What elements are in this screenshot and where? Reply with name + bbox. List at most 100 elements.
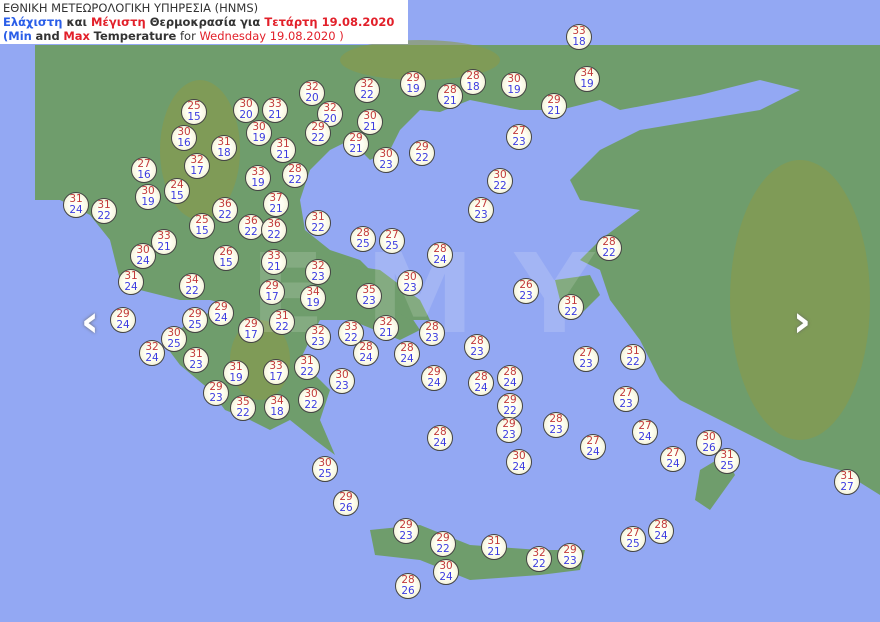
station-marker[interactable]: 24 15	[164, 178, 190, 204]
station-marker[interactable]: 32 17	[184, 153, 210, 179]
station-marker[interactable]: 31 19	[223, 360, 249, 386]
station-marker[interactable]: 29 26	[333, 490, 359, 516]
station-marker[interactable]: 29 24	[208, 300, 234, 326]
station-marker[interactable]: 27 24	[660, 446, 686, 472]
station-marker[interactable]: 29 24	[110, 307, 136, 333]
station-marker[interactable]: 35 22	[230, 395, 256, 421]
station-marker[interactable]: 30 22	[487, 168, 513, 194]
station-marker[interactable]: 32 24	[139, 340, 165, 366]
station-marker[interactable]: 30 23	[373, 147, 399, 173]
station-marker[interactable]: 32 21	[373, 315, 399, 341]
station-marker[interactable]: 34 19	[300, 285, 326, 311]
station-marker[interactable]: 29 22	[305, 120, 331, 146]
station-marker[interactable]: 31 22	[558, 294, 584, 320]
station-marker[interactable]: 28 23	[464, 334, 490, 360]
station-marker[interactable]: 27 23	[468, 197, 494, 223]
station-marker[interactable]: 30 23	[329, 368, 355, 394]
station-marker[interactable]: 29 21	[343, 131, 369, 157]
station-marker[interactable]: 32 23	[305, 259, 331, 285]
station-marker[interactable]: 37 21	[263, 191, 289, 217]
next-button[interactable]: ›	[787, 300, 817, 344]
station-marker[interactable]: 30 24	[433, 559, 459, 585]
station-marker[interactable]: 33 21	[261, 249, 287, 275]
station-marker[interactable]: 30 25	[312, 456, 338, 482]
station-marker[interactable]: 31 22	[305, 210, 331, 236]
station-marker[interactable]: 26 15	[213, 245, 239, 271]
station-marker[interactable]: 28 25	[350, 226, 376, 252]
station-marker[interactable]: 28 24	[427, 242, 453, 268]
station-marker[interactable]: 28 24	[497, 365, 523, 391]
station-marker[interactable]: 27 24	[632, 419, 658, 445]
station-marker[interactable]: 29 17	[238, 317, 264, 343]
station-marker[interactable]: 27 25	[620, 526, 646, 552]
station-marker[interactable]: 29 25	[182, 307, 208, 333]
station-marker[interactable]: 29 23	[393, 518, 419, 544]
station-marker[interactable]: 25 15	[181, 99, 207, 125]
station-marker[interactable]: 29 22	[409, 140, 435, 166]
station-marker[interactable]: 30 19	[246, 120, 272, 146]
station-marker[interactable]: 28 24	[648, 518, 674, 544]
station-marker[interactable]: 31 18	[211, 135, 237, 161]
station-marker[interactable]: 32 22	[354, 77, 380, 103]
station-marker[interactable]: 30 16	[171, 125, 197, 151]
station-marker[interactable]: 32 23	[305, 324, 331, 350]
station-marker[interactable]: 25 15	[189, 213, 215, 239]
station-marker[interactable]: 28 24	[427, 425, 453, 451]
station-marker[interactable]: 27 16	[131, 157, 157, 183]
station-marker[interactable]: 30 19	[135, 184, 161, 210]
station-marker[interactable]: 27 25	[379, 228, 405, 254]
station-marker[interactable]: 29 22	[430, 531, 456, 557]
station-marker[interactable]: 34 19	[574, 66, 600, 92]
station-marker[interactable]: 27 24	[580, 434, 606, 460]
station-marker[interactable]: 31 22	[294, 354, 320, 380]
station-marker[interactable]: 31 22	[620, 344, 646, 370]
station-marker[interactable]: 30 23	[397, 270, 423, 296]
station-marker[interactable]: 30 25	[161, 326, 187, 352]
station-marker[interactable]: 29 23	[203, 380, 229, 406]
station-marker[interactable]: 29 22	[497, 393, 523, 419]
station-marker[interactable]: 33 22	[338, 320, 364, 346]
station-marker[interactable]: 28 24	[353, 340, 379, 366]
station-marker[interactable]: 33 21	[151, 229, 177, 255]
station-marker[interactable]: 31 21	[481, 534, 507, 560]
station-marker[interactable]: 30 19	[501, 72, 527, 98]
station-marker[interactable]: 28 23	[419, 320, 445, 346]
station-marker[interactable]: 29 21	[541, 93, 567, 119]
station-marker[interactable]: 32 22	[526, 546, 552, 572]
station-marker[interactable]: 34 22	[179, 273, 205, 299]
station-marker[interactable]: 33 17	[263, 359, 289, 385]
station-marker[interactable]: 36 22	[261, 217, 287, 243]
station-marker[interactable]: 30 22	[298, 387, 324, 413]
station-marker[interactable]: 33 18	[566, 24, 592, 50]
station-marker[interactable]: 29 23	[496, 417, 522, 443]
station-marker[interactable]: 29 19	[400, 71, 426, 97]
station-marker[interactable]: 33 19	[245, 165, 271, 191]
station-marker[interactable]: 31 25	[714, 448, 740, 474]
station-marker[interactable]: 31 21	[270, 137, 296, 163]
station-marker[interactable]: 30 20	[233, 97, 259, 123]
station-marker[interactable]: 26 23	[513, 278, 539, 304]
station-marker[interactable]: 29 23	[557, 543, 583, 569]
station-marker[interactable]: 36 22	[212, 197, 238, 223]
station-marker[interactable]: 32 20	[299, 80, 325, 106]
station-marker[interactable]: 31 24	[63, 192, 89, 218]
station-marker[interactable]: 29 24	[421, 365, 447, 391]
station-marker[interactable]: 33 21	[262, 97, 288, 123]
station-marker[interactable]: 31 22	[269, 309, 295, 335]
station-marker[interactable]: 36 22	[238, 214, 264, 240]
station-marker[interactable]: 34 18	[264, 394, 290, 420]
station-marker[interactable]: 31 23	[183, 347, 209, 373]
station-marker[interactable]: 27 23	[506, 124, 532, 150]
prev-button[interactable]: ‹	[75, 300, 105, 344]
station-marker[interactable]: 27 23	[573, 346, 599, 372]
station-marker[interactable]: 28 22	[282, 162, 308, 188]
station-marker[interactable]: 31 22	[91, 198, 117, 224]
station-marker[interactable]: 28 21	[437, 83, 463, 109]
station-marker[interactable]: 28 23	[543, 412, 569, 438]
station-marker[interactable]: 28 26	[395, 573, 421, 599]
station-marker[interactable]: 29 17	[259, 279, 285, 305]
station-marker[interactable]: 31 27	[834, 469, 860, 495]
station-marker[interactable]: 30 21	[357, 109, 383, 135]
station-marker[interactable]: 30 24	[506, 449, 532, 475]
station-marker[interactable]: 30 24	[130, 243, 156, 269]
